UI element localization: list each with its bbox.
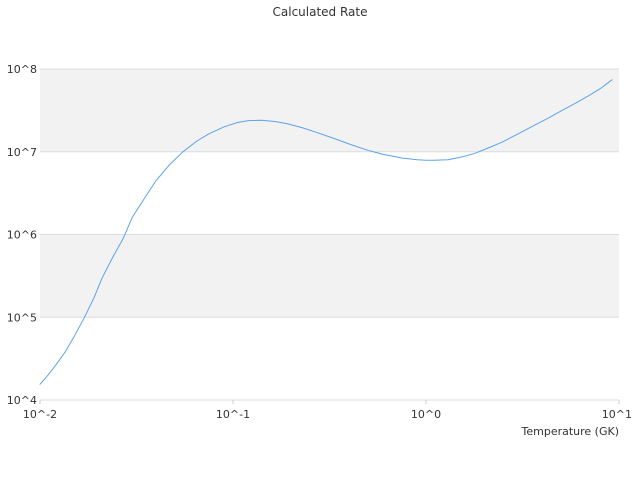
x-tick-label: 10^-2 (23, 408, 57, 421)
plot-band (40, 317, 619, 400)
gridlines (40, 68, 619, 401)
plot-bands (40, 69, 619, 400)
chart-title: Calculated Rate (273, 5, 368, 19)
y-tick-label: 10^6 (7, 229, 37, 242)
y-tick-label: 10^5 (7, 311, 37, 324)
x-axis-label: Temperature (GK) (521, 425, 620, 438)
y-tick-label: 10^4 (7, 394, 37, 407)
plot-band (40, 69, 619, 152)
x-tick-label: 10^1 (602, 408, 632, 421)
plot-band (40, 151, 619, 235)
series-layer (39, 79, 613, 385)
x-axis-ticks: 10^-2 10^-1 10^0 10^1 (23, 400, 632, 421)
y-tick-label: 10^8 (7, 63, 37, 76)
series-line (39, 79, 613, 385)
plot-band (40, 234, 619, 318)
x-tick-label: 10^-1 (216, 408, 250, 421)
x-tick-label: 10^0 (411, 408, 441, 421)
y-tick-label: 10^7 (7, 146, 37, 159)
y-axis-ticks: 10^4 10^5 10^6 10^7 10^8 (7, 63, 37, 407)
